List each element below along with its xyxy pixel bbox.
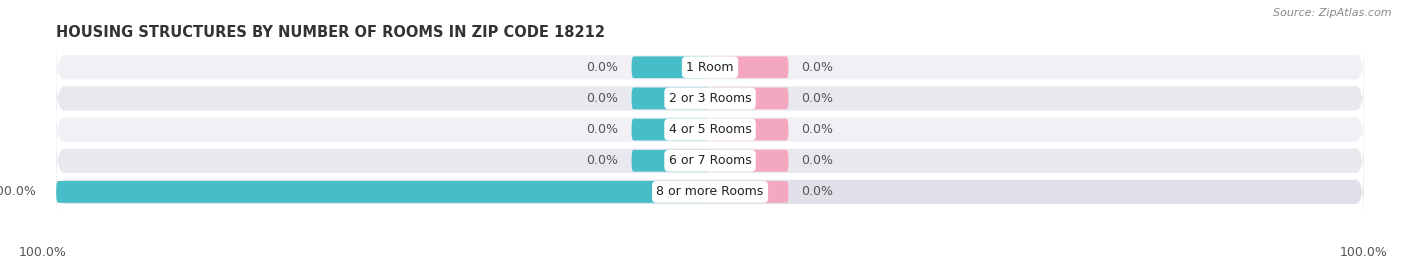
Text: 100.0%: 100.0% bbox=[0, 185, 37, 198]
Text: 2 or 3 Rooms: 2 or 3 Rooms bbox=[669, 92, 751, 105]
FancyBboxPatch shape bbox=[56, 104, 1364, 155]
Text: 0.0%: 0.0% bbox=[586, 123, 619, 136]
Text: 0.0%: 0.0% bbox=[801, 61, 834, 74]
Text: 100.0%: 100.0% bbox=[1340, 246, 1388, 259]
Text: HOUSING STRUCTURES BY NUMBER OF ROOMS IN ZIP CODE 18212: HOUSING STRUCTURES BY NUMBER OF ROOMS IN… bbox=[56, 25, 605, 40]
FancyBboxPatch shape bbox=[710, 150, 789, 172]
Text: 1 Room: 1 Room bbox=[686, 61, 734, 74]
FancyBboxPatch shape bbox=[56, 73, 1364, 124]
FancyBboxPatch shape bbox=[631, 87, 710, 109]
FancyBboxPatch shape bbox=[710, 119, 789, 140]
FancyBboxPatch shape bbox=[631, 56, 710, 78]
Text: Source: ZipAtlas.com: Source: ZipAtlas.com bbox=[1274, 8, 1392, 18]
FancyBboxPatch shape bbox=[56, 181, 710, 203]
FancyBboxPatch shape bbox=[56, 42, 1364, 93]
Text: 100.0%: 100.0% bbox=[18, 246, 66, 259]
FancyBboxPatch shape bbox=[710, 56, 789, 78]
Text: 8 or more Rooms: 8 or more Rooms bbox=[657, 185, 763, 198]
FancyBboxPatch shape bbox=[56, 136, 1364, 186]
FancyBboxPatch shape bbox=[631, 119, 710, 140]
Text: 0.0%: 0.0% bbox=[586, 154, 619, 167]
Text: 4 or 5 Rooms: 4 or 5 Rooms bbox=[669, 123, 751, 136]
Text: 0.0%: 0.0% bbox=[801, 154, 834, 167]
FancyBboxPatch shape bbox=[710, 87, 789, 109]
FancyBboxPatch shape bbox=[631, 150, 710, 172]
Text: 0.0%: 0.0% bbox=[586, 61, 619, 74]
Text: 0.0%: 0.0% bbox=[801, 92, 834, 105]
Text: 6 or 7 Rooms: 6 or 7 Rooms bbox=[669, 154, 751, 167]
Text: 0.0%: 0.0% bbox=[801, 123, 834, 136]
Text: 0.0%: 0.0% bbox=[801, 185, 834, 198]
Text: 0.0%: 0.0% bbox=[586, 92, 619, 105]
FancyBboxPatch shape bbox=[710, 181, 789, 203]
FancyBboxPatch shape bbox=[56, 167, 1364, 217]
